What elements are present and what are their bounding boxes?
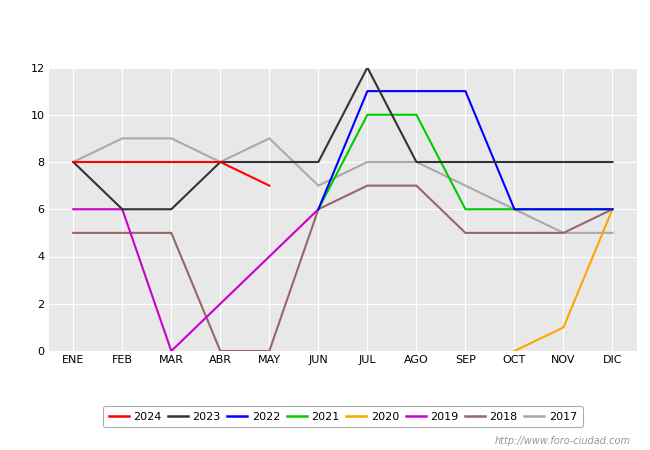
Text: Afiliados en Peracense a 31/5/2024: Afiliados en Peracense a 31/5/2024: [179, 14, 471, 32]
Text: http://www.foro-ciudad.com: http://www.foro-ciudad.com: [495, 436, 630, 446]
Legend: 2024, 2023, 2022, 2021, 2020, 2019, 2018, 2017: 2024, 2023, 2022, 2021, 2020, 2019, 2018…: [103, 406, 582, 428]
